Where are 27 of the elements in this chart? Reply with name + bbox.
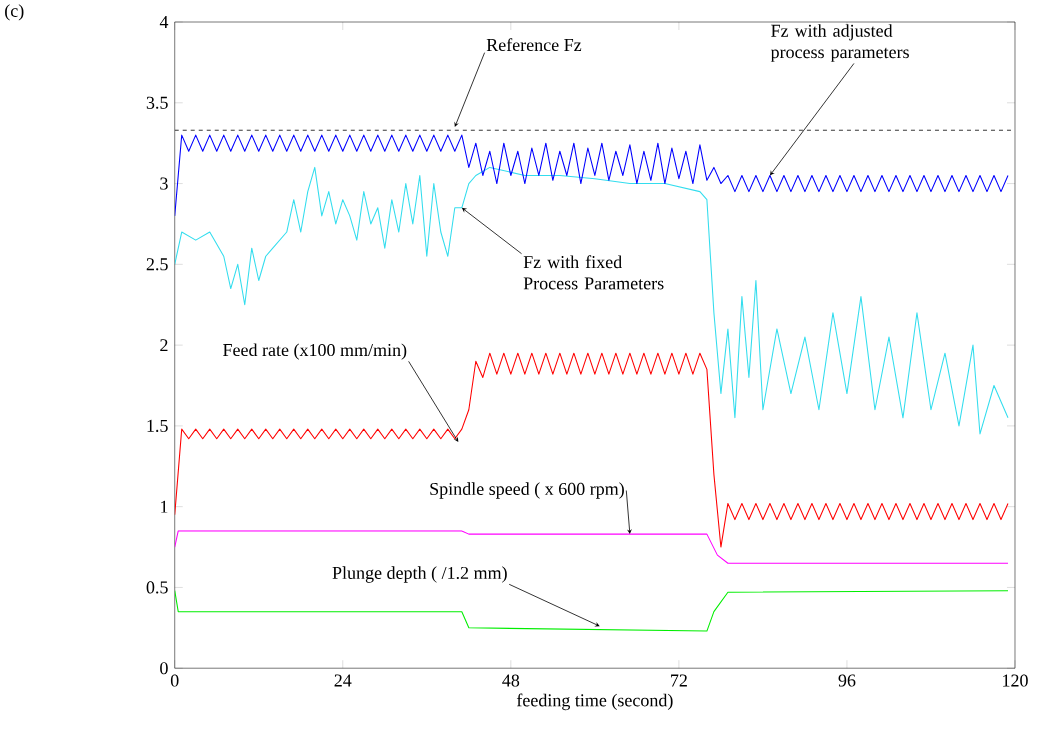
x-tick-label: 48 <box>502 674 520 687</box>
annotation: Fz with fixed Process Parameters <box>523 255 664 290</box>
annotation: Fz with adjusted process parameters <box>770 24 909 62</box>
y-tick-label: 0.5 <box>146 581 168 594</box>
line-series <box>174 530 1009 564</box>
y-tick-label: 0 <box>160 662 168 675</box>
y-tick-label: 4 <box>159 15 169 28</box>
annotation: Reference Fz <box>486 38 582 51</box>
y-tick-label: 3.5 <box>146 96 168 109</box>
y-tick-label: 1 <box>161 500 168 513</box>
annotation: Spindle speed ( x 600 rpm) <box>430 482 624 499</box>
text: (c) <box>5 4 24 21</box>
line-series <box>174 134 1009 217</box>
annotation: Plunge depth ( /1.2 mm) <box>332 566 507 583</box>
y-tick-label: 2 <box>160 339 168 351</box>
annotation: Feed rate (x100 mm/min) <box>223 343 407 360</box>
x-tick-label: 96 <box>838 674 856 687</box>
x-axis-title: feeding time (second) <box>516 693 673 711</box>
line-series <box>174 166 1009 435</box>
x-tick-label: 72 <box>671 674 687 687</box>
line-series <box>174 590 1009 632</box>
y-tick-label: 1.5 <box>147 419 168 432</box>
y-tick-label: 2.5 <box>146 258 168 271</box>
x-tick-label: 0 <box>170 674 179 687</box>
x-tick-label: 120 <box>1003 674 1028 687</box>
x-tick-label: 24 <box>334 674 352 687</box>
y-tick-label: 3 <box>160 177 168 190</box>
